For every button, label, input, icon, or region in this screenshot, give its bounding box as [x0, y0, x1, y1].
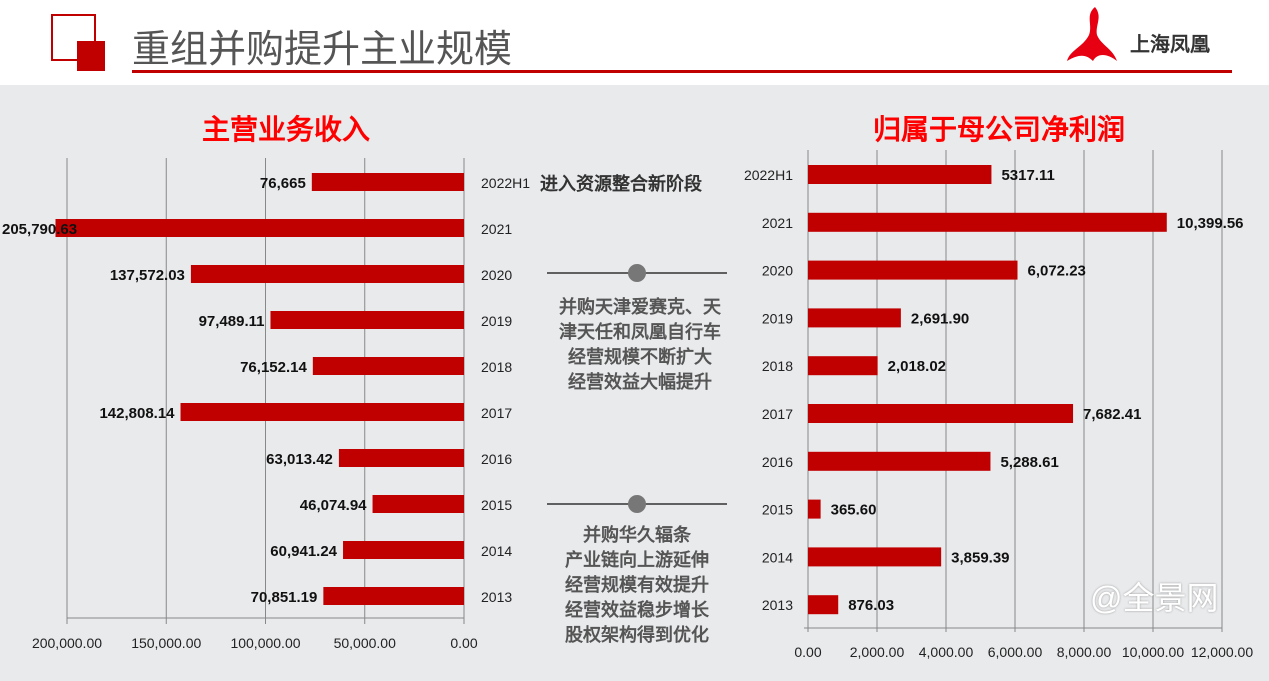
data-label: 365.60 [831, 502, 877, 519]
logo-text: 上海凤凰 [1130, 34, 1210, 56]
data-label: 76,152.14 [240, 359, 307, 376]
bar [312, 357, 464, 375]
x-tick-label: 150,000.00 [131, 635, 201, 651]
category-label: 2014 [481, 543, 512, 559]
note-line: 股权架构得到优化 [565, 625, 709, 646]
data-label: 142,808.14 [99, 405, 175, 422]
category-label: 2020 [762, 263, 793, 279]
data-label: 46,074.94 [300, 497, 367, 514]
note-line: 津天任和凤凰自行车 [559, 322, 721, 343]
data-label: 10,399.56 [1177, 215, 1244, 232]
note-1: 并购天津爱赛克、天 津天任和凤凰自行车 经营规模不断扩大 经营效益大幅提升 [540, 295, 740, 395]
bar [55, 219, 464, 237]
category-label: 2018 [762, 358, 793, 374]
category-label: 2017 [481, 405, 512, 421]
phoenix-logo-icon [1067, 7, 1117, 61]
x-tick-label: 8,000.00 [1057, 644, 1112, 660]
data-label: 5317.11 [1001, 167, 1054, 184]
category-label: 2016 [762, 454, 793, 470]
category-label: 2017 [762, 406, 793, 422]
watermark: @全景网 [1090, 580, 1219, 616]
x-tick-label: 12,000.00 [1191, 644, 1253, 660]
bar [808, 451, 991, 471]
left-chart-title: 主营业务收入 [202, 113, 371, 146]
bar [311, 173, 464, 191]
bar [808, 212, 1167, 232]
bar [343, 541, 464, 559]
data-label: 7,682.41 [1083, 406, 1141, 423]
data-label: 97,489.11 [199, 313, 265, 330]
connector-dot [628, 495, 646, 513]
page-title: 重组并购提升主业规模 [132, 27, 513, 71]
bar [808, 595, 839, 615]
phase-annotation: 进入资源整合新阶段 [540, 174, 702, 195]
bar [270, 311, 464, 329]
note-line: 经营规模有效提升 [565, 575, 709, 596]
data-label: 876.03 [848, 597, 894, 614]
bar [808, 308, 901, 328]
bar [808, 547, 942, 567]
data-label: 5,288.61 [1000, 454, 1058, 471]
x-tick-label: 0.00 [794, 644, 821, 660]
category-label: 2018 [481, 359, 512, 375]
bar [338, 449, 464, 467]
x-tick-label: 6,000.00 [988, 644, 1043, 660]
x-tick-label: 100,000.00 [230, 635, 300, 651]
x-tick-label: 10,000.00 [1122, 644, 1184, 660]
x-tick-label: 0.00 [450, 635, 477, 651]
data-label: 205,790.63 [2, 221, 77, 238]
category-label: 2020 [481, 267, 512, 283]
data-label: 3,859.39 [951, 549, 1009, 566]
data-label: 137,572.03 [110, 267, 185, 284]
bar [808, 404, 1074, 423]
data-label: 2,691.90 [911, 310, 969, 327]
bar [808, 499, 821, 519]
category-label: 2022H1 [481, 175, 530, 191]
category-label: 2021 [762, 215, 793, 231]
category-label: 2013 [762, 597, 793, 613]
bar [180, 403, 464, 421]
category-label: 2015 [481, 497, 512, 513]
connector-dot [628, 264, 646, 282]
x-tick-label: 200,000.00 [32, 635, 102, 651]
note-2: 并购华久辐条 产业链向上游延伸 经营规模有效提升 经营效益稳步增长 股权架构得到… [537, 523, 737, 648]
bar [808, 260, 1018, 280]
note-line: 经营效益稳步增长 [565, 600, 709, 621]
note-line: 产业链向上游延伸 [565, 550, 709, 571]
data-label: 76,665 [260, 175, 306, 192]
note-line: 经营效益大幅提升 [568, 372, 712, 393]
category-label: 2022H1 [744, 167, 793, 183]
x-tick-label: 2,000.00 [850, 644, 905, 660]
category-label: 2016 [481, 451, 512, 467]
right-chart-title: 归属于母公司净利润 [873, 113, 1126, 146]
category-label: 2013 [481, 589, 512, 605]
data-label: 70,851.19 [251, 589, 318, 606]
data-label: 63,013.42 [266, 451, 333, 468]
title-decor [51, 14, 96, 61]
note-line: 经营规模不断扩大 [568, 347, 712, 368]
bar [190, 265, 464, 283]
category-label: 2015 [762, 502, 793, 518]
note-line: 并购天津爱赛克、天 [559, 297, 721, 318]
bar [808, 356, 878, 376]
category-label: 2014 [762, 549, 793, 565]
category-label: 2021 [481, 221, 512, 237]
bar [323, 587, 464, 605]
data-label: 60,941.24 [270, 543, 337, 560]
x-tick-label: 4,000.00 [919, 644, 974, 660]
x-tick-label: 50,000.00 [334, 635, 396, 651]
category-label: 2019 [762, 310, 793, 326]
category-label: 2019 [481, 313, 512, 329]
data-label: 6,072.23 [1027, 263, 1085, 280]
bar [372, 495, 464, 513]
title-rule [132, 70, 1232, 73]
data-label: 2,018.02 [888, 358, 946, 375]
bar [808, 165, 992, 184]
title-decor-fill [77, 41, 105, 71]
note-line: 并购华久辐条 [583, 525, 691, 546]
